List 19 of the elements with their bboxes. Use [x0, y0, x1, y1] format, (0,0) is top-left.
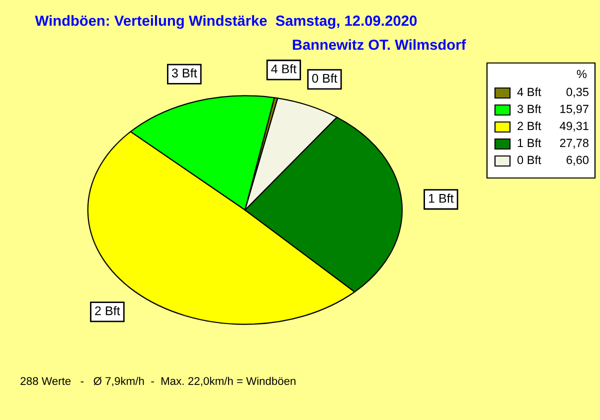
chart-subtitle: Bannewitz OT. Wilmsdorf [292, 39, 466, 50]
slice-label: 0 Bft [312, 74, 338, 83]
slice-label: 4 Bft [271, 64, 296, 74]
data-label: 0,35 [566, 88, 589, 98]
slice-label: 2 Bft [95, 306, 120, 316]
data-label: 15,97 [560, 104, 588, 115]
legend-label: 2 Bft [518, 122, 542, 130]
text: 288 Werte - Ø 7,9km/h - Max. 22,0km/h = Windböen [20, 376, 296, 386]
legend-label: 0 Bft [517, 156, 542, 164]
data-label: 6,60 [566, 156, 589, 166]
chart-title: Windböen: Verteilung Windstärke Samstag, 12.09.2020 [35, 15, 417, 29]
legend-label: 4 Bft [517, 88, 542, 96]
legend-label: 1 Bft [518, 138, 542, 148]
slice-label: 3 Bft [172, 68, 198, 78]
data-label: 27,78 [560, 138, 588, 149]
data-label: 49,31 [560, 122, 588, 132]
slice-label: 1 Bft [428, 194, 454, 203]
legend-title: % [576, 70, 587, 78]
legend-label: 3 Bft [517, 104, 542, 114]
